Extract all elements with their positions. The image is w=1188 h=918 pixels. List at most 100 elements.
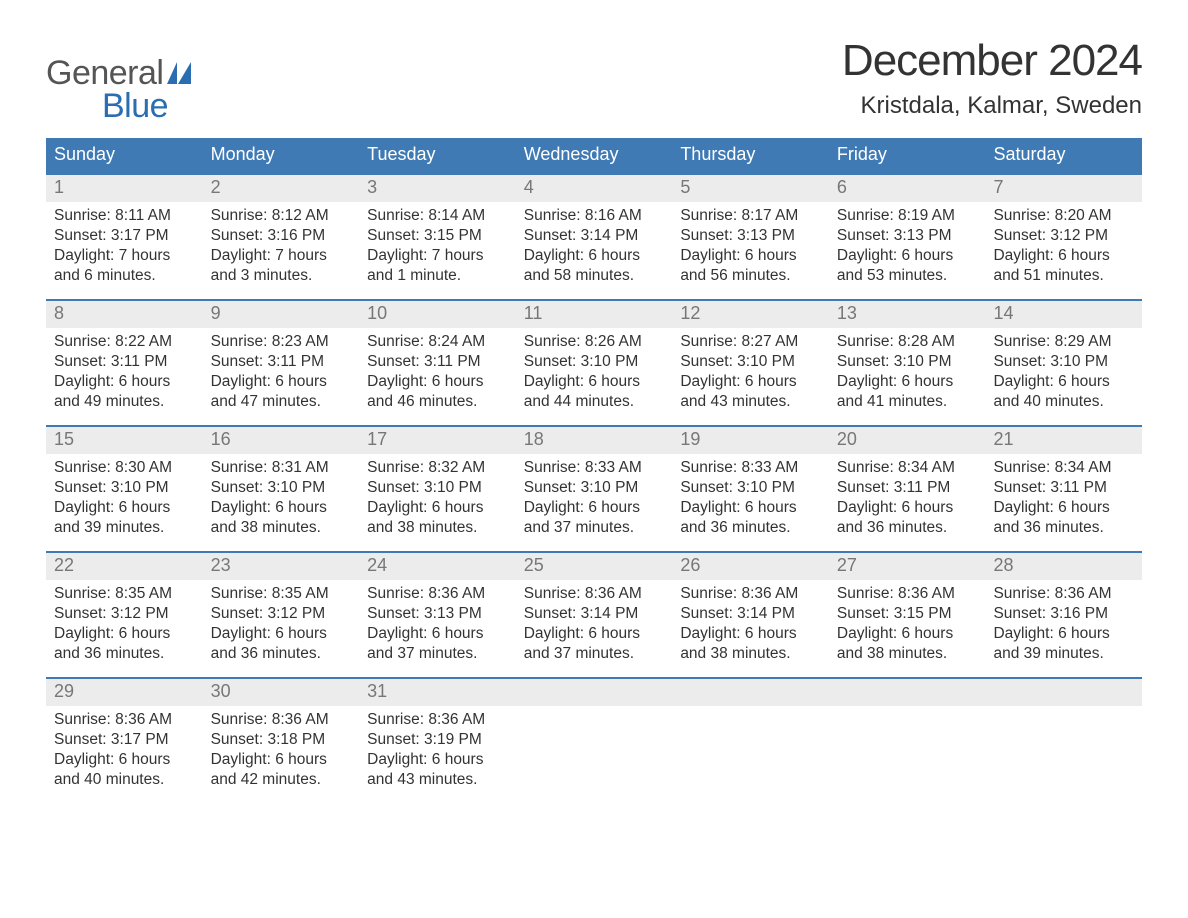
day-cell: 20Sunrise: 8:34 AMSunset: 3:11 PMDayligh… — [829, 427, 986, 551]
day-dl1: Daylight: 6 hours — [367, 372, 508, 392]
day-dl1: Daylight: 7 hours — [367, 246, 508, 266]
day-dl2: and 56 minutes. — [680, 266, 821, 286]
day-body: Sunrise: 8:36 AMSunset: 3:14 PMDaylight:… — [672, 580, 829, 665]
day-cell: 1Sunrise: 8:11 AMSunset: 3:17 PMDaylight… — [46, 175, 203, 299]
day-body: Sunrise: 8:33 AMSunset: 3:10 PMDaylight:… — [672, 454, 829, 539]
day-of-week-header: Sunday Monday Tuesday Wednesday Thursday… — [46, 138, 1142, 173]
weeks-container: 1Sunrise: 8:11 AMSunset: 3:17 PMDaylight… — [46, 173, 1142, 803]
day-cell: 2Sunrise: 8:12 AMSunset: 3:16 PMDaylight… — [203, 175, 360, 299]
day-cell: 24Sunrise: 8:36 AMSunset: 3:13 PMDayligh… — [359, 553, 516, 677]
day-sunset: Sunset: 3:17 PM — [54, 730, 195, 750]
day-sunrise: Sunrise: 8:36 AM — [993, 584, 1134, 604]
dow-wednesday: Wednesday — [516, 138, 673, 173]
day-number: 18 — [516, 427, 673, 454]
day-dl2: and 39 minutes. — [54, 518, 195, 538]
day-body: Sunrise: 8:24 AMSunset: 3:11 PMDaylight:… — [359, 328, 516, 413]
day-sunset: Sunset: 3:10 PM — [680, 352, 821, 372]
day-body: Sunrise: 8:36 AMSunset: 3:13 PMDaylight:… — [359, 580, 516, 665]
day-cell: 21Sunrise: 8:34 AMSunset: 3:11 PMDayligh… — [985, 427, 1142, 551]
day-number: 23 — [203, 553, 360, 580]
day-cell — [829, 679, 986, 803]
day-sunrise: Sunrise: 8:17 AM — [680, 206, 821, 226]
day-sunrise: Sunrise: 8:20 AM — [993, 206, 1134, 226]
day-cell: 30Sunrise: 8:36 AMSunset: 3:18 PMDayligh… — [203, 679, 360, 803]
day-dl2: and 41 minutes. — [837, 392, 978, 412]
day-sunset: Sunset: 3:11 PM — [837, 478, 978, 498]
day-dl1: Daylight: 6 hours — [54, 750, 195, 770]
day-cell: 22Sunrise: 8:35 AMSunset: 3:12 PMDayligh… — [46, 553, 203, 677]
day-sunset: Sunset: 3:12 PM — [993, 226, 1134, 246]
dow-friday: Friday — [829, 138, 986, 173]
day-dl2: and 36 minutes. — [993, 518, 1134, 538]
week-row: 22Sunrise: 8:35 AMSunset: 3:12 PMDayligh… — [46, 551, 1142, 677]
day-sunset: Sunset: 3:10 PM — [993, 352, 1134, 372]
day-cell: 7Sunrise: 8:20 AMSunset: 3:12 PMDaylight… — [985, 175, 1142, 299]
day-sunrise: Sunrise: 8:34 AM — [837, 458, 978, 478]
day-sunset: Sunset: 3:10 PM — [837, 352, 978, 372]
day-number: 29 — [46, 679, 203, 706]
day-cell: 29Sunrise: 8:36 AMSunset: 3:17 PMDayligh… — [46, 679, 203, 803]
day-dl2: and 44 minutes. — [524, 392, 665, 412]
day-sunrise: Sunrise: 8:27 AM — [680, 332, 821, 352]
day-cell: 17Sunrise: 8:32 AMSunset: 3:10 PMDayligh… — [359, 427, 516, 551]
day-number: 8 — [46, 301, 203, 328]
day-sunset: Sunset: 3:10 PM — [524, 352, 665, 372]
day-body: Sunrise: 8:34 AMSunset: 3:11 PMDaylight:… — [985, 454, 1142, 539]
day-number: 4 — [516, 175, 673, 202]
day-sunset: Sunset: 3:15 PM — [367, 226, 508, 246]
day-number: 3 — [359, 175, 516, 202]
day-sunset: Sunset: 3:11 PM — [993, 478, 1134, 498]
day-number: 30 — [203, 679, 360, 706]
day-dl1: Daylight: 7 hours — [211, 246, 352, 266]
day-dl1: Daylight: 6 hours — [367, 624, 508, 644]
day-dl1: Daylight: 6 hours — [54, 624, 195, 644]
day-sunset: Sunset: 3:16 PM — [993, 604, 1134, 624]
day-cell: 12Sunrise: 8:27 AMSunset: 3:10 PMDayligh… — [672, 301, 829, 425]
day-number — [985, 679, 1142, 706]
day-cell: 5Sunrise: 8:17 AMSunset: 3:13 PMDaylight… — [672, 175, 829, 299]
day-dl1: Daylight: 6 hours — [837, 372, 978, 392]
day-dl2: and 46 minutes. — [367, 392, 508, 412]
day-cell: 13Sunrise: 8:28 AMSunset: 3:10 PMDayligh… — [829, 301, 986, 425]
day-number: 31 — [359, 679, 516, 706]
day-number: 10 — [359, 301, 516, 328]
day-body: Sunrise: 8:16 AMSunset: 3:14 PMDaylight:… — [516, 202, 673, 287]
day-sunrise: Sunrise: 8:36 AM — [367, 584, 508, 604]
day-dl1: Daylight: 6 hours — [837, 246, 978, 266]
day-body: Sunrise: 8:34 AMSunset: 3:11 PMDaylight:… — [829, 454, 986, 539]
day-number: 16 — [203, 427, 360, 454]
day-dl2: and 1 minute. — [367, 266, 508, 286]
day-number: 25 — [516, 553, 673, 580]
day-dl1: Daylight: 6 hours — [211, 624, 352, 644]
day-sunset: Sunset: 3:11 PM — [367, 352, 508, 372]
day-body: Sunrise: 8:36 AMSunset: 3:14 PMDaylight:… — [516, 580, 673, 665]
day-body: Sunrise: 8:31 AMSunset: 3:10 PMDaylight:… — [203, 454, 360, 539]
day-sunrise: Sunrise: 8:32 AM — [367, 458, 508, 478]
day-body: Sunrise: 8:36 AMSunset: 3:17 PMDaylight:… — [46, 706, 203, 791]
day-cell: 3Sunrise: 8:14 AMSunset: 3:15 PMDaylight… — [359, 175, 516, 299]
day-body: Sunrise: 8:29 AMSunset: 3:10 PMDaylight:… — [985, 328, 1142, 413]
day-sunrise: Sunrise: 8:36 AM — [680, 584, 821, 604]
day-body: Sunrise: 8:35 AMSunset: 3:12 PMDaylight:… — [203, 580, 360, 665]
week-row: 8Sunrise: 8:22 AMSunset: 3:11 PMDaylight… — [46, 299, 1142, 425]
day-cell: 11Sunrise: 8:26 AMSunset: 3:10 PMDayligh… — [516, 301, 673, 425]
day-cell: 19Sunrise: 8:33 AMSunset: 3:10 PMDayligh… — [672, 427, 829, 551]
day-sunrise: Sunrise: 8:23 AM — [211, 332, 352, 352]
day-body: Sunrise: 8:36 AMSunset: 3:16 PMDaylight:… — [985, 580, 1142, 665]
day-sunrise: Sunrise: 8:36 AM — [211, 710, 352, 730]
day-number: 22 — [46, 553, 203, 580]
day-body: Sunrise: 8:14 AMSunset: 3:15 PMDaylight:… — [359, 202, 516, 287]
day-number: 24 — [359, 553, 516, 580]
day-dl2: and 47 minutes. — [211, 392, 352, 412]
day-number: 1 — [46, 175, 203, 202]
day-number: 26 — [672, 553, 829, 580]
day-dl2: and 6 minutes. — [54, 266, 195, 286]
day-number: 14 — [985, 301, 1142, 328]
day-number — [829, 679, 986, 706]
day-body: Sunrise: 8:35 AMSunset: 3:12 PMDaylight:… — [46, 580, 203, 665]
day-sunset: Sunset: 3:11 PM — [211, 352, 352, 372]
day-dl1: Daylight: 6 hours — [837, 498, 978, 518]
day-cell: 31Sunrise: 8:36 AMSunset: 3:19 PMDayligh… — [359, 679, 516, 803]
day-cell — [516, 679, 673, 803]
day-number: 21 — [985, 427, 1142, 454]
